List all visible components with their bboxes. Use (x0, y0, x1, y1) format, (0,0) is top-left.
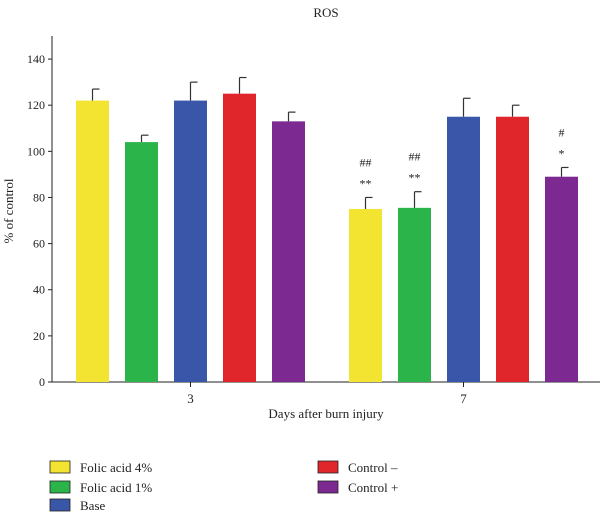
bar (349, 209, 382, 382)
bar (398, 207, 431, 382)
bar (272, 121, 305, 382)
bar (545, 176, 578, 382)
x-axis-label: Days after burn injury (268, 406, 384, 421)
bar (76, 100, 109, 382)
legend-swatch (317, 460, 339, 474)
bars: ** ## ** ## * # (76, 76, 578, 383)
significance-label: * (559, 146, 565, 160)
significance-label: ** (409, 171, 421, 185)
bar (447, 116, 480, 382)
bar (223, 93, 256, 383)
y-axis-label: % of control (1, 178, 16, 243)
y-tick-label: 100 (27, 144, 45, 158)
y-tick-label: 0 (39, 375, 45, 389)
significance-label: ** (360, 176, 372, 190)
y-tick-label: 140 (27, 52, 45, 66)
x-tick-label: 3 (187, 391, 194, 406)
bar (125, 142, 158, 382)
significance-label: ## (360, 155, 372, 169)
legend-label: Base (80, 498, 106, 513)
y-tick-label: 120 (27, 98, 45, 112)
bar (174, 100, 207, 382)
y-tick-label: 20 (33, 329, 45, 343)
legend-swatch (49, 498, 71, 512)
legend-label: Control + (348, 480, 398, 495)
bar (496, 116, 529, 382)
legend-swatch (317, 480, 339, 494)
legend-label: Folic acid 4% (80, 460, 152, 475)
legend-label: Folic acid 1% (80, 480, 152, 495)
legend: Folic acid 4% Folic acid 1% Base Control – C… (49, 460, 398, 513)
y-tick-label: 80 (33, 190, 45, 204)
significance-label: # (559, 125, 565, 139)
legend-label: Control – (348, 460, 398, 475)
legend-swatch (49, 460, 71, 474)
legend-swatch (49, 480, 71, 494)
x-tick-label: 7 (460, 391, 467, 406)
y-tick-label: 40 (33, 283, 45, 297)
chart-title: ROS (313, 5, 338, 20)
y-tick-label: 60 (33, 237, 45, 251)
significance-label: ## (409, 150, 421, 164)
